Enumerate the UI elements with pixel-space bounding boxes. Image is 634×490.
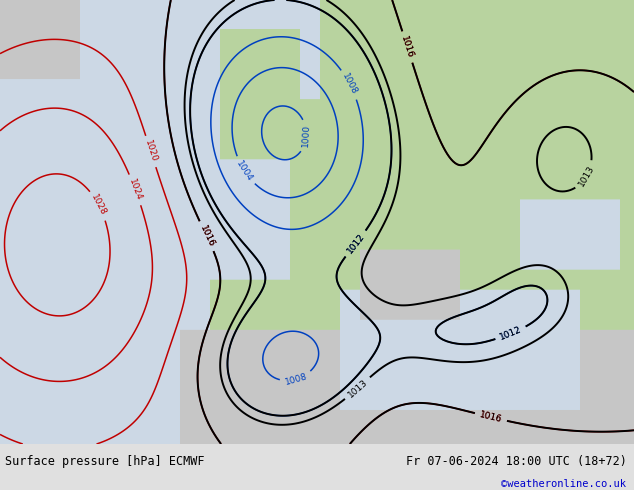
Text: 1016: 1016 <box>399 35 415 59</box>
Text: 1016: 1016 <box>479 410 503 424</box>
Text: 1013: 1013 <box>577 164 596 188</box>
Text: 1016: 1016 <box>198 224 216 248</box>
Text: ©weatheronline.co.uk: ©weatheronline.co.uk <box>501 480 626 490</box>
Text: 1008: 1008 <box>284 372 308 387</box>
Text: 1024: 1024 <box>127 177 143 202</box>
Text: 1004: 1004 <box>235 159 254 183</box>
Text: 1012: 1012 <box>345 232 366 255</box>
Text: 1016: 1016 <box>479 410 503 424</box>
Text: Surface pressure [hPa] ECMWF: Surface pressure [hPa] ECMWF <box>5 455 205 468</box>
Text: 1012: 1012 <box>345 232 366 255</box>
Text: 1013: 1013 <box>346 377 369 399</box>
Text: 1020: 1020 <box>143 139 158 164</box>
Text: Fr 07-06-2024 18:00 UTC (18+72): Fr 07-06-2024 18:00 UTC (18+72) <box>406 455 626 468</box>
Text: 1000: 1000 <box>301 124 311 147</box>
Text: 1028: 1028 <box>89 193 108 218</box>
Text: 1008: 1008 <box>340 72 359 97</box>
Text: 1012: 1012 <box>498 325 523 342</box>
Text: 1016: 1016 <box>198 224 216 248</box>
Text: 1016: 1016 <box>399 35 415 59</box>
Text: 1012: 1012 <box>498 325 523 342</box>
